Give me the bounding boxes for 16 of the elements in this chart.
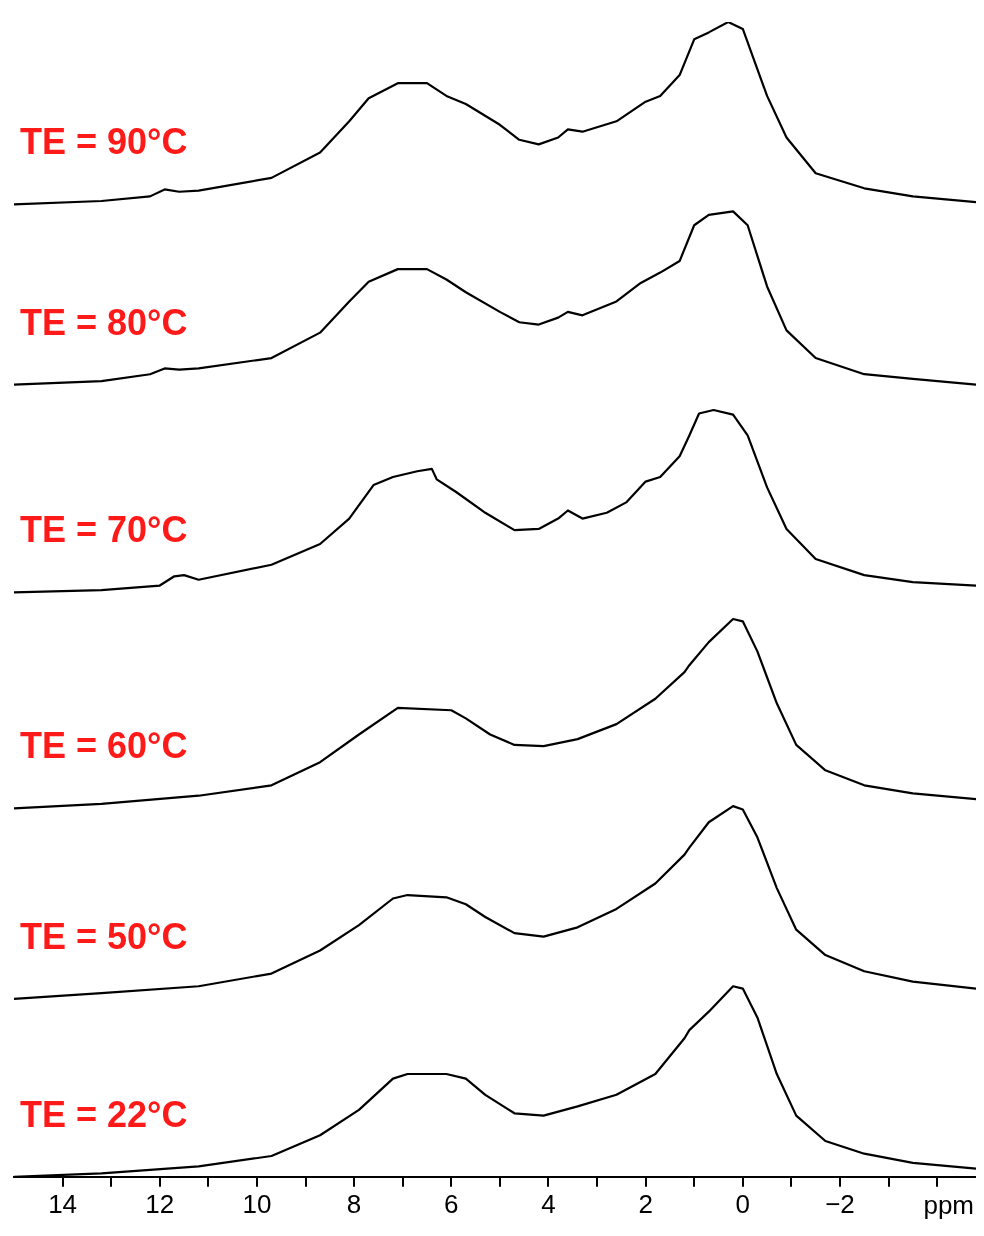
x-tick-label: 6 [444, 1188, 459, 1219]
series-label: TE = 70°C [20, 509, 188, 551]
x-axis-title: ppm [923, 1190, 974, 1221]
x-tick-label: −2 [825, 1188, 855, 1219]
x-tick-label: 14 [48, 1188, 78, 1219]
x-tick-label: 2 [638, 1188, 653, 1219]
x-tick-label: 0 [735, 1188, 751, 1219]
series-label: TE = 90°C [20, 121, 188, 163]
series-label: TE = 22°C [20, 1093, 188, 1135]
x-tick-label: 4 [541, 1188, 556, 1219]
series-label: TE = 60°C [20, 725, 188, 767]
x-tick-label: 8 [346, 1188, 362, 1219]
x-tick-label: 10 [242, 1188, 272, 1219]
series-label: TE = 80°C [20, 301, 188, 343]
series-label: TE = 50°C [20, 915, 188, 957]
x-tick-label: 12 [145, 1188, 175, 1219]
